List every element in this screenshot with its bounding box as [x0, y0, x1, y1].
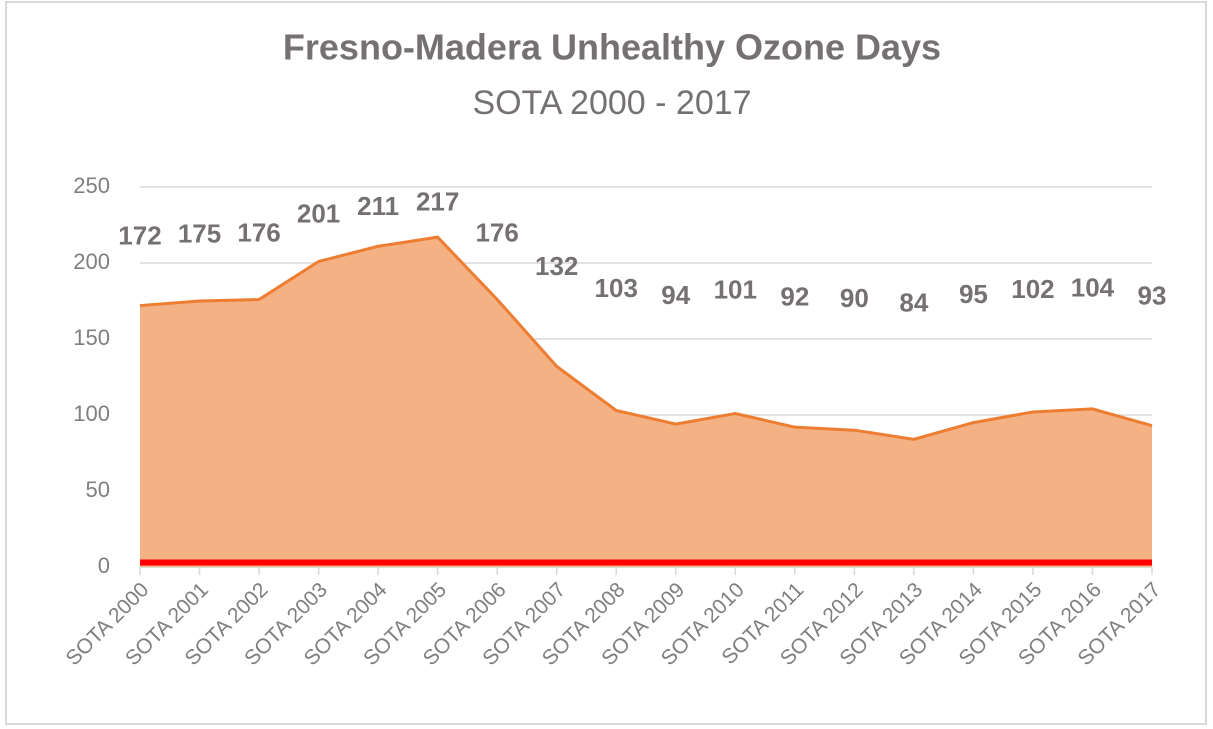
- data-label: 84: [899, 288, 928, 318]
- data-label: 101: [714, 275, 757, 305]
- data-label: 93: [1138, 281, 1167, 311]
- data-label: 132: [535, 251, 578, 281]
- data-label: 201: [297, 199, 340, 229]
- y-tick-label: 100: [73, 401, 110, 426]
- data-label: 176: [237, 218, 280, 248]
- data-label: 103: [595, 273, 638, 303]
- data-label: 172: [118, 221, 161, 251]
- y-tick-label: 50: [86, 477, 110, 502]
- y-tick-label: 0: [98, 553, 110, 578]
- data-label: 90: [840, 283, 869, 313]
- data-label: 92: [780, 281, 809, 311]
- y-tick-label: 200: [73, 249, 110, 274]
- chart-subtitle: SOTA 2000 - 2017: [472, 84, 751, 122]
- data-label: 104: [1071, 272, 1115, 302]
- data-label: 94: [661, 280, 690, 310]
- area: [140, 237, 1152, 567]
- area-line: [139, 235, 1153, 441]
- data-label: 217: [416, 186, 459, 216]
- data-label: 211: [357, 191, 399, 221]
- data-label: 102: [1011, 274, 1054, 304]
- data-label: 176: [475, 218, 518, 248]
- y-tick-label: 250: [73, 173, 110, 198]
- data-label: 95: [959, 279, 988, 309]
- y-tick-label: 150: [73, 325, 110, 350]
- data-label: 175: [178, 218, 221, 248]
- chart-title: Fresno-Madera Unhealthy Ozone Days: [283, 27, 941, 68]
